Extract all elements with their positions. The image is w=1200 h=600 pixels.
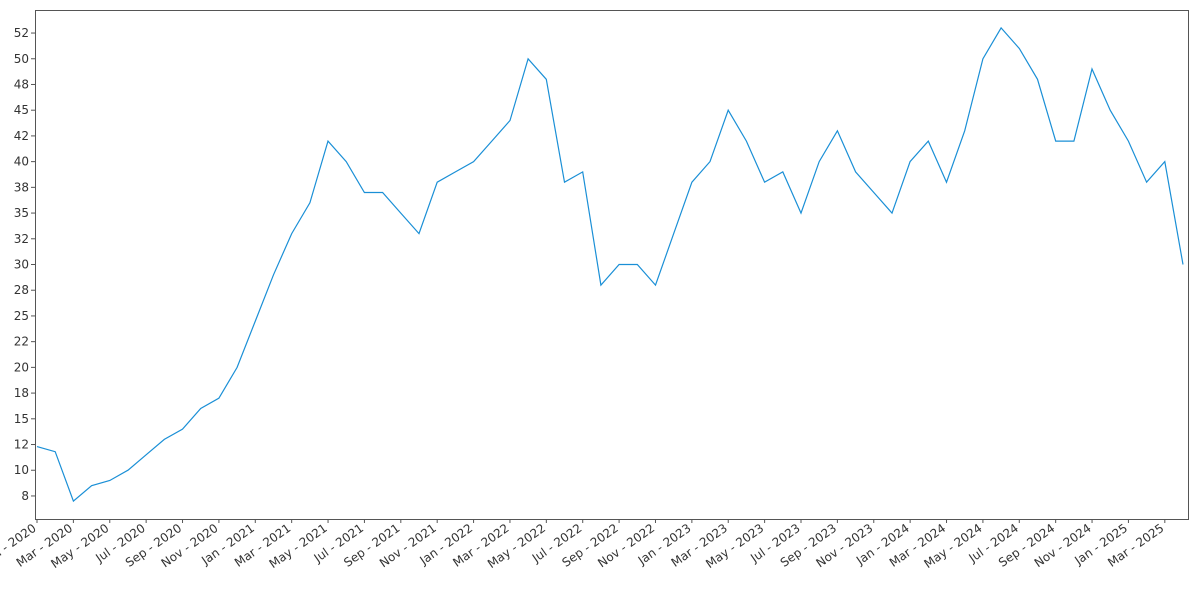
y-tick-label: 35 [14,206,29,220]
y-tick-label: 42 [14,129,29,143]
y-tick-label: 50 [14,52,29,66]
y-tick-label: 45 [14,103,29,117]
y-tick-label: 8 [21,489,29,503]
y-tick-label: 10 [14,463,29,477]
line-series [36,26,1184,503]
y-tick-label: 12 [14,438,29,452]
y-tick-label: 52 [14,26,29,40]
y-tick-label: 28 [14,283,29,297]
plot-frame [35,10,1189,520]
y-tick-label: 20 [14,360,29,374]
y-tick-label: 15 [14,412,29,426]
y-tick-label: 38 [14,180,29,194]
y-tick-label: 30 [14,258,29,272]
y-tick-label: 32 [14,232,29,246]
y-tick-label: 40 [14,155,29,169]
y-tick-label: 25 [14,309,29,323]
y-tick-label: 18 [14,386,29,400]
y-tick-label: 48 [14,77,29,91]
y-tick-label: 22 [14,335,29,349]
